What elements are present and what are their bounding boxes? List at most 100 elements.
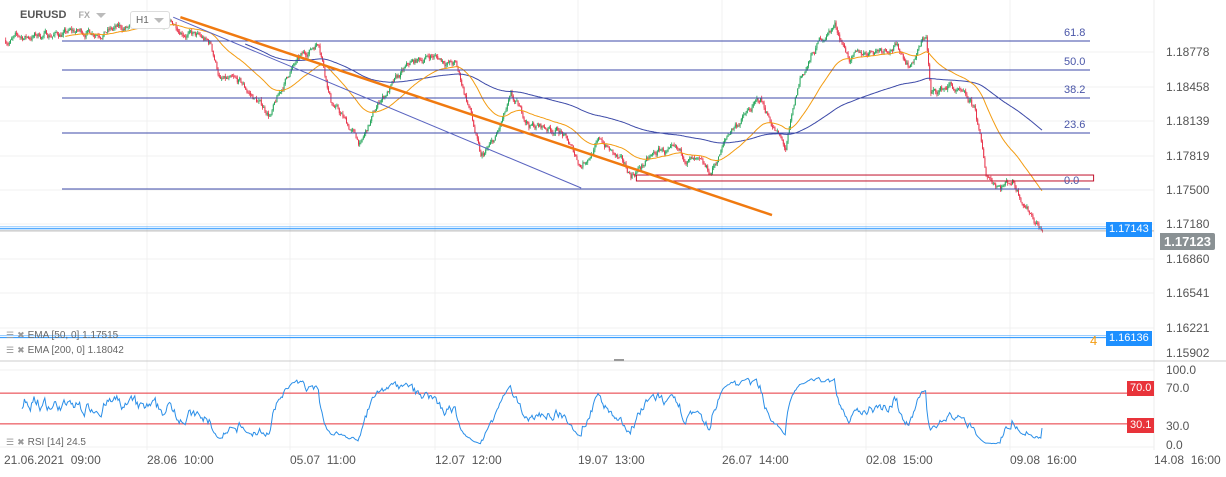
candle-body <box>832 28 833 30</box>
market-dropdown-icon[interactable] <box>95 12 106 18</box>
candle-body <box>47 34 49 38</box>
timeframe-select[interactable]: H1 <box>130 11 170 29</box>
candle-body <box>258 100 260 102</box>
candle-body <box>128 25 130 28</box>
candle-body <box>660 149 662 151</box>
candle-body <box>198 32 200 35</box>
candle-body <box>568 140 569 144</box>
candle-body <box>176 28 178 32</box>
candle-body <box>70 28 71 30</box>
candle-body <box>286 76 287 80</box>
candle-body <box>896 43 898 46</box>
candle-body <box>959 88 961 90</box>
candle-body <box>773 127 775 129</box>
candle-body <box>617 155 619 158</box>
candle-body <box>293 64 295 66</box>
candle-body <box>240 78 242 82</box>
candle-body <box>952 84 953 89</box>
ema50-legend[interactable]: ☰ ✖ EMA [50, 0] 1.17515 <box>6 330 118 341</box>
close-icon[interactable]: ✖ <box>17 330 25 340</box>
candle-body <box>870 50 872 52</box>
candle-body <box>197 32 199 35</box>
menu-icon[interactable]: ☰ <box>6 345 15 355</box>
candle-body <box>77 29 79 31</box>
candle-body <box>834 22 836 27</box>
candle-body <box>353 129 355 131</box>
candle-body <box>118 24 119 27</box>
candle-body <box>551 130 553 132</box>
candle-body <box>120 25 122 28</box>
candle-body <box>326 79 328 88</box>
menu-icon[interactable]: ☰ <box>6 437 15 447</box>
candle-body <box>251 94 253 96</box>
candle-body <box>953 88 955 91</box>
candle-body <box>242 83 244 85</box>
candle-body <box>479 142 481 152</box>
candle-body <box>830 29 832 33</box>
candle-body <box>32 36 34 38</box>
candle-body <box>48 35 50 38</box>
close-icon[interactable]: ✖ <box>17 437 25 447</box>
pane-resize-handle[interactable] <box>614 359 624 361</box>
candle-body <box>485 149 487 154</box>
market-label[interactable]: FX <box>78 10 90 20</box>
candle-body <box>732 128 734 130</box>
candle-body <box>332 105 334 107</box>
candle-body <box>628 172 629 174</box>
candle-body <box>826 35 827 40</box>
candle-body <box>931 91 933 94</box>
candle-body <box>53 35 55 37</box>
candle-body <box>994 183 995 185</box>
candle-body <box>419 57 421 61</box>
candle-body <box>472 113 473 121</box>
candle-body <box>546 129 548 132</box>
fib-level-label: 23.6 <box>1064 118 1086 131</box>
candle-body <box>340 113 341 114</box>
rsi-legend[interactable]: ☰ ✖ RSI [14] 24.5 <box>6 437 86 448</box>
candle-body <box>392 81 394 83</box>
close-icon[interactable]: ✖ <box>17 345 25 355</box>
candle-body <box>95 35 97 37</box>
candle-body <box>623 160 625 164</box>
candle-body <box>289 71 291 77</box>
candle-body <box>1013 180 1015 183</box>
candle-body <box>947 86 949 90</box>
candle-body <box>337 105 339 109</box>
candle-body <box>220 76 221 79</box>
candle-body <box>1008 183 1010 184</box>
candle-body <box>269 115 271 117</box>
candle-body <box>829 30 831 33</box>
candle-body <box>110 27 112 29</box>
candle-body <box>294 63 296 65</box>
candle-body <box>922 38 923 42</box>
candle-body <box>958 88 959 90</box>
candle-body <box>919 46 921 47</box>
candle-body <box>446 62 448 66</box>
candle-body <box>276 96 278 102</box>
candle-body <box>676 145 677 148</box>
candle-body <box>457 66 459 71</box>
candle-body <box>252 94 254 100</box>
candle-body <box>248 92 250 94</box>
candle-body <box>520 106 521 108</box>
menu-icon[interactable]: ☰ <box>6 330 15 340</box>
candle-body <box>680 148 682 154</box>
candle-body <box>794 97 796 106</box>
candle-body <box>259 99 261 101</box>
candle-body <box>488 144 490 147</box>
candle-body <box>199 34 201 36</box>
candle-body <box>854 51 856 53</box>
price-tick-label: 1.17500 <box>1166 183 1210 197</box>
candle-body <box>212 50 214 56</box>
candle-body <box>44 30 46 34</box>
candle-body <box>974 105 976 110</box>
candle-body <box>565 133 567 136</box>
candle-body <box>992 183 994 185</box>
candle-body <box>775 130 777 132</box>
candle-body <box>283 84 285 90</box>
ema200-legend[interactable]: ☰ ✖ EMA [200, 0] 1.18042 <box>6 345 124 356</box>
candle-body <box>202 37 203 39</box>
candle-body <box>409 62 411 66</box>
